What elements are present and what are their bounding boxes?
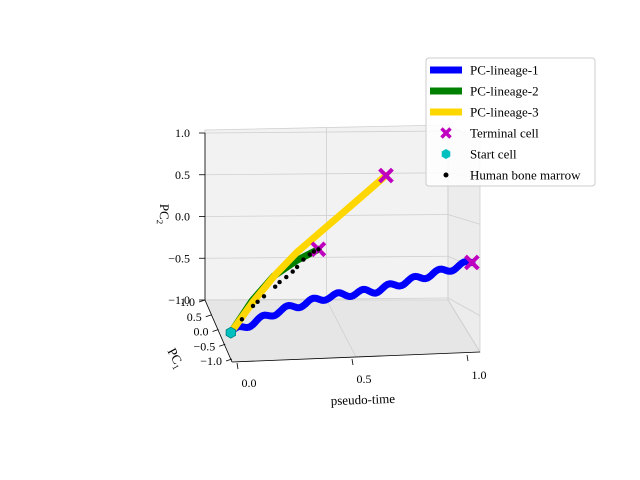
x-tick-mark	[236, 362, 239, 370]
series-line-pc-lineage-3	[227, 172, 390, 337]
y-axis-line	[204, 299, 233, 363]
legend-item: Human bone marrow	[443, 168, 581, 183]
legend-item: PC-lineage-1	[430, 63, 539, 78]
y-tick-label: 0.0	[194, 325, 209, 339]
x-tick-label: 0.0	[242, 376, 257, 390]
bone-marrow-point	[307, 252, 312, 257]
bone-marrow-point	[277, 279, 282, 285]
bone-marrow-point	[239, 317, 245, 322]
x-tick-label: 0.5	[357, 372, 372, 386]
bone-marrow-point	[255, 299, 260, 304]
grid-line-z-side	[447, 214, 481, 225]
legend-item: PC-lineage-3	[430, 105, 539, 120]
legend-item: Terminal cell	[440, 126, 539, 141]
series-layer	[227, 172, 476, 337]
y-tick-label: 0.5	[187, 310, 202, 324]
legend-label: Start cell	[470, 147, 517, 162]
terminal-cell-marker	[464, 254, 480, 271]
z-tick-label: −1.0	[168, 293, 190, 307]
y-tick-mark	[205, 314, 212, 318]
x-tick-mark	[351, 358, 354, 366]
axis-ticks: −1.0−0.50.00.51.0−1.0−0.50.00.51.00.0 0.5…	[168, 126, 486, 390]
y-tick-mark	[212, 329, 219, 332]
legend-swatch	[441, 149, 451, 159]
legend-swatch	[443, 172, 449, 178]
grid-line-x-floor	[326, 299, 357, 358]
bone-marrow-point	[250, 303, 256, 309]
legend-box	[425, 57, 596, 187]
legend-swatch	[440, 127, 452, 139]
bone-marrow-point	[273, 284, 278, 289]
terminal-cell-marker	[378, 167, 394, 184]
z-tick-label: −0.5	[168, 251, 190, 265]
legend: PC-lineage-1 PC-lineage-2 PC-lineage-3 Term…	[425, 57, 596, 187]
legend-label: PC-lineage-2	[470, 84, 539, 99]
bone-marrow-point	[311, 249, 317, 254]
legend-item: PC-lineage-2	[430, 84, 539, 99]
bone-marrow-point	[261, 294, 267, 299]
y-axis-label: PC1	[163, 345, 188, 371]
svg-text:PC1: PC1	[163, 345, 188, 371]
bone-marrow-point	[294, 264, 300, 270]
z-tick-label: 1.0	[175, 126, 190, 140]
x-tick-label: 1.0	[472, 368, 487, 382]
legend-label: Terminal cell	[470, 126, 539, 141]
svg-text:PC2: PC2	[155, 204, 172, 225]
legend-label: PC-lineage-3	[470, 105, 539, 120]
y-tick-mark	[198, 299, 206, 303]
y-tick-label: 1.0	[180, 295, 195, 309]
grid-lines	[204, 125, 481, 363]
z-tick-label: 0.5	[175, 168, 190, 182]
legend-label: Human bone marrow	[470, 168, 581, 183]
y-tick-label: −1.0	[200, 354, 222, 368]
bone-marrow-point	[301, 257, 306, 262]
bone-marrow-point	[316, 247, 321, 252]
x-tick-mark	[466, 354, 469, 362]
x-axis-label: pseudo-time	[330, 391, 395, 408]
legend-label: PC-lineage-1	[470, 63, 539, 78]
bone-marrow-point	[284, 274, 289, 280]
grid-line-x-floor	[447, 299, 481, 353]
z-axis-label: PC2	[155, 204, 172, 225]
y-tick-mark	[219, 343, 226, 347]
y-tick-label: −0.5	[193, 339, 215, 353]
z-tick-label: 0.0	[175, 210, 190, 224]
y-tick-mark	[225, 358, 233, 362]
series-line-pc-lineage-1	[227, 258, 476, 337]
marker-layer	[225, 167, 480, 339]
legend-item: Start cell	[441, 147, 517, 162]
x-axis-line	[231, 351, 481, 363]
start-cell-marker	[225, 326, 237, 339]
grid-line-z-side	[447, 297, 481, 316]
bone-marrow-point	[290, 269, 295, 274]
